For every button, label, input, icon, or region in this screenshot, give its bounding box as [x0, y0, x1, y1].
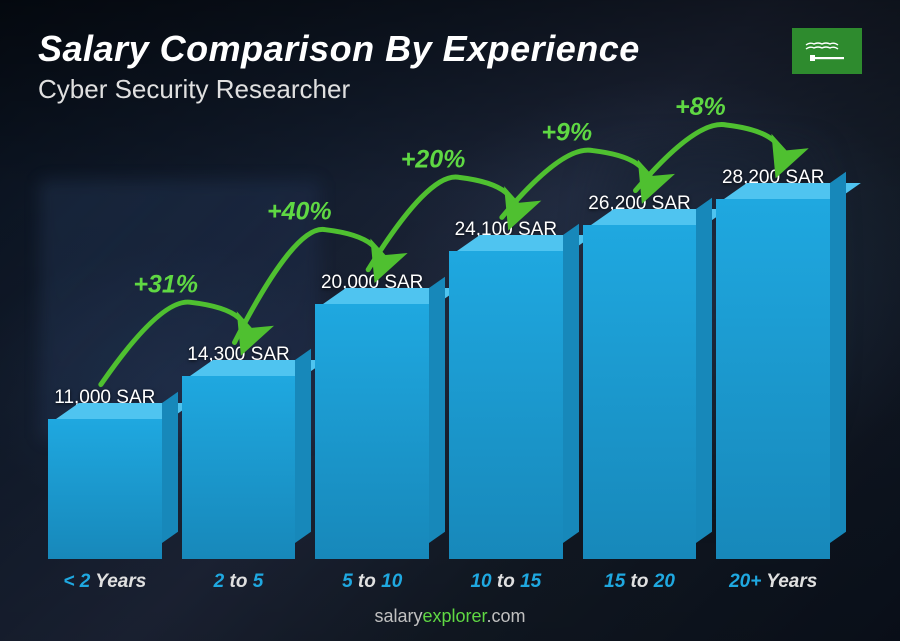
footer-attribution: salaryexplorer.com: [0, 606, 900, 627]
footer-accent: explorer: [422, 606, 486, 626]
x-axis-labels: < 2 Years 2 to 5 5 to 10 10 to 15 15 to 20 20…: [48, 571, 830, 593]
chart-title: Salary Comparison By Experience: [38, 28, 862, 70]
footer-suffix: .com: [487, 606, 526, 626]
bar-side-face: [162, 391, 178, 543]
bar-group: 26,200 SAR: [583, 193, 697, 559]
x-axis-label: 5 to 10: [315, 571, 429, 593]
x-axis-label: 2 to 5: [182, 571, 296, 593]
x-axis-label: < 2 Years: [48, 571, 162, 593]
bar-front-face: [182, 376, 296, 559]
bar-group: 14,300 SAR: [182, 344, 296, 559]
bar-front-face: [48, 419, 162, 559]
bar: [315, 304, 429, 559]
bar-front-face: [449, 251, 563, 559]
bar-side-face: [563, 224, 579, 543]
chart-subtitle: Cyber Security Researcher: [38, 74, 862, 105]
bar-side-face: [429, 276, 445, 543]
bar: [716, 199, 830, 559]
bar-chart: 11,000 SAR 14,300 SAR 20,000 SAR 24,100 …: [48, 139, 830, 559]
bar-front-face: [716, 199, 830, 559]
footer-prefix: salary: [374, 606, 422, 626]
bar-group: 24,100 SAR: [449, 219, 563, 559]
chart-container: Salary Comparison By Experience Cyber Se…: [0, 0, 900, 641]
bar-side-face: [830, 172, 846, 543]
bar-side-face: [295, 349, 311, 543]
flag-symbol: [800, 35, 854, 67]
bar-front-face: [315, 304, 429, 559]
x-axis-label: 15 to 20: [583, 571, 697, 593]
bar-group: 20,000 SAR: [315, 272, 429, 559]
x-axis-label: 20+ Years: [716, 571, 830, 593]
bar-group: 11,000 SAR: [48, 387, 162, 559]
country-flag: [792, 28, 862, 74]
x-axis-label: 10 to 15: [449, 571, 563, 593]
bar: [583, 225, 697, 559]
bar: [449, 251, 563, 559]
bar-front-face: [583, 225, 697, 559]
bar: [182, 376, 296, 559]
bar-side-face: [696, 197, 712, 543]
bar-group: 28,200 SAR: [716, 167, 830, 559]
bar: [48, 419, 162, 559]
